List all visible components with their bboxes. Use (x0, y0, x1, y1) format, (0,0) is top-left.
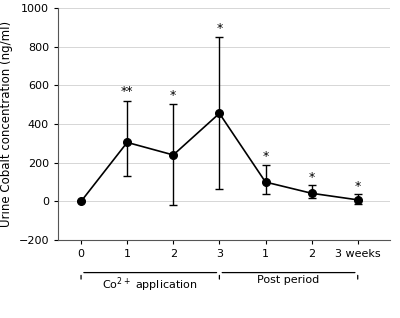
Text: *: * (308, 171, 315, 184)
Y-axis label: Urine Cobalt concentration (ng/ml): Urine Cobalt concentration (ng/ml) (0, 21, 13, 227)
Text: *: * (354, 180, 361, 193)
Text: **: ** (121, 85, 134, 98)
Text: *: * (216, 23, 222, 35)
Text: Post period: Post period (258, 275, 320, 285)
Text: *: * (262, 150, 269, 163)
Text: Co$^{2+}$ application: Co$^{2+}$ application (102, 275, 198, 294)
Text: *: * (170, 89, 176, 102)
